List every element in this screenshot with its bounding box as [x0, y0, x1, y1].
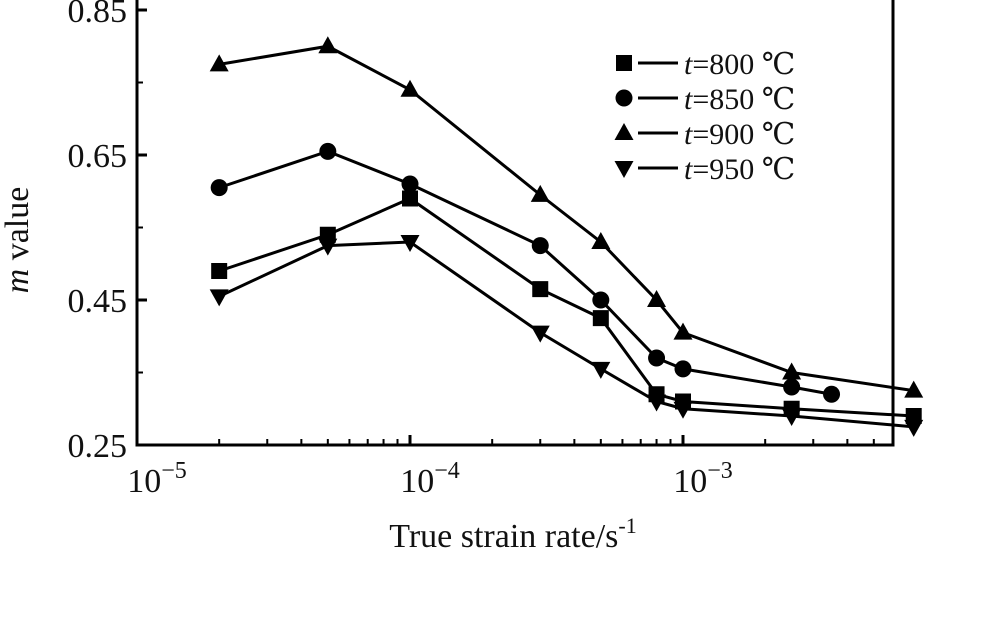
data-point: [782, 409, 802, 426]
x-tick-label: 10−4: [400, 458, 460, 500]
legend-label: t=850 ℃: [684, 83, 795, 116]
data-point: [673, 322, 693, 340]
data-point: [531, 237, 549, 255]
data-point: [648, 349, 666, 367]
legend-item: t=900 ℃: [614, 118, 795, 151]
data-point: [210, 179, 228, 197]
data-point: [591, 232, 611, 249]
legend-item: t=800 ℃: [616, 48, 795, 81]
legend-label: t=900 ℃: [684, 118, 795, 151]
legend-item: t=850 ℃: [615, 83, 795, 116]
data-point: [211, 263, 228, 279]
data-point: [400, 79, 420, 97]
series-line: [218, 44, 914, 393]
data-point: [532, 281, 549, 298]
series-2: [210, 142, 841, 403]
data-point: [318, 36, 338, 54]
y-axis-title: m value: [0, 187, 36, 294]
data-point: [319, 142, 337, 160]
data-point: [647, 290, 667, 307]
series-3: [209, 36, 924, 398]
data-point: [318, 238, 338, 256]
data-point: [674, 360, 692, 378]
legend: t=800 ℃t=850 ℃t=900 ℃t=950 ℃: [614, 48, 795, 186]
data-point: [647, 394, 667, 412]
data-point: [591, 361, 611, 379]
series-4: [209, 235, 924, 437]
data-point: [592, 310, 609, 327]
legend-item: t=950 ℃: [614, 153, 795, 186]
legend-marker: [616, 55, 632, 71]
data-point: [209, 289, 229, 307]
y-tick-label: 0.65: [68, 138, 128, 175]
legend-marker: [615, 89, 633, 107]
legend-marker: [614, 123, 634, 140]
series-line: [218, 149, 832, 396]
x-tick-label: 10−5: [127, 458, 187, 500]
legend-marker: [614, 161, 634, 178]
y-tick-label: 0.25: [68, 428, 128, 465]
data-point: [823, 385, 841, 403]
data-point: [402, 190, 418, 207]
series-group: [209, 36, 924, 437]
data-point: [904, 419, 924, 437]
legend-label: t=800 ℃: [684, 48, 795, 81]
data-point: [782, 362, 802, 380]
x-tick-label: 10−3: [673, 458, 733, 500]
data-point: [209, 54, 229, 72]
data-point: [401, 175, 419, 193]
data-point: [530, 184, 550, 202]
x-axis-title: True strain rate/s-1: [389, 513, 636, 555]
y-tick-label: 0.85: [68, 0, 128, 30]
data-point: [530, 325, 550, 343]
y-tick-label: 0.45: [68, 283, 128, 320]
plot-frame: [135, 0, 895, 447]
data-point: [592, 291, 610, 309]
legend-label: t=950 ℃: [684, 153, 795, 186]
series-1: [211, 190, 922, 424]
data-point: [904, 380, 924, 398]
data-point: [400, 235, 420, 252]
data-point: [673, 401, 693, 419]
data-point: [783, 378, 801, 396]
axes: 0.25 0.45 0.65 0.85 10−5 10−4 10−3: [68, 0, 895, 500]
